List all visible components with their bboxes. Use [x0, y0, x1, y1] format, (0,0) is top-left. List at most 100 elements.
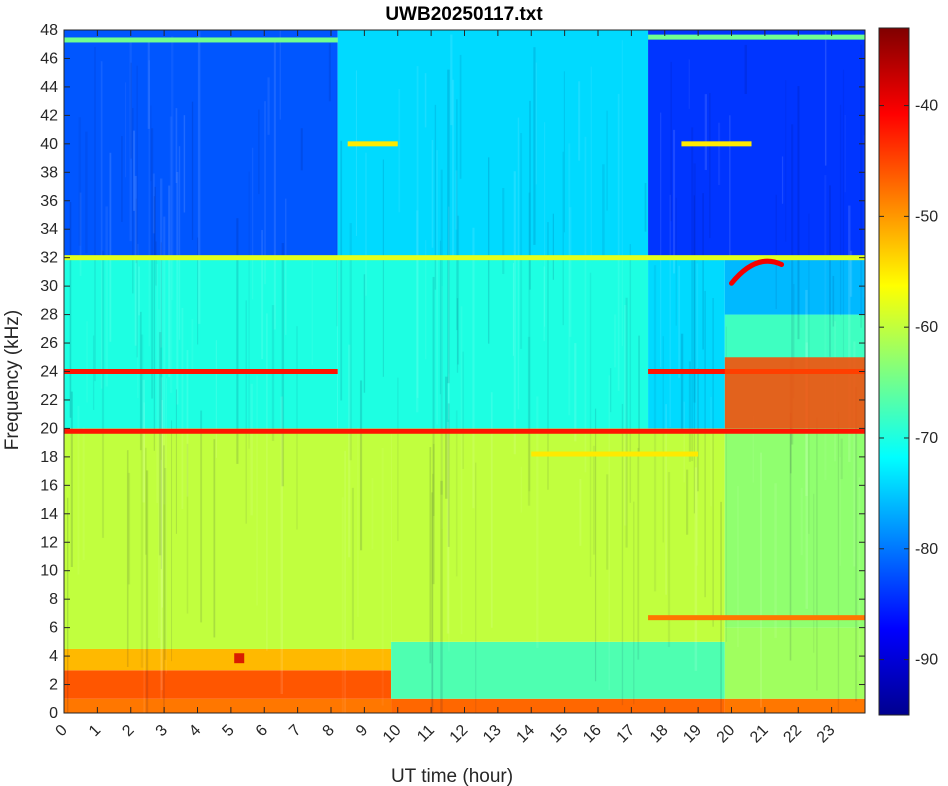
texture-streak — [186, 443, 189, 614]
texture-streak — [472, 227, 475, 509]
texture-streak — [105, 206, 108, 387]
texture-streak — [434, 104, 437, 290]
texture-streak — [517, 117, 520, 410]
texture-streak — [569, 207, 572, 337]
texture-streak — [197, 237, 199, 345]
texture-streak — [183, 115, 186, 213]
texture-streak — [710, 396, 712, 507]
texture-streak — [512, 262, 514, 356]
x-tick-label: 4 — [186, 722, 204, 740]
texture-streak — [151, 128, 154, 399]
texture-streak — [487, 157, 490, 344]
colorbar-tick-label: -70 — [915, 430, 938, 447]
texture-streak — [744, 44, 747, 94]
texture-streak — [527, 336, 531, 506]
x-tick-label: 21 — [747, 722, 772, 747]
texture-streak — [562, 151, 564, 326]
texture-streak — [446, 421, 450, 634]
texture-streak — [158, 332, 162, 556]
texture-streak — [431, 139, 434, 248]
texture-streak — [135, 198, 137, 264]
texture-streak — [164, 467, 167, 660]
texture-streak — [625, 297, 628, 548]
texture-streak — [86, 321, 88, 403]
texture-streak — [529, 100, 531, 290]
colorbar-tick-label: -90 — [915, 652, 938, 669]
texture-streak — [592, 445, 596, 555]
texture-streak — [791, 124, 794, 445]
x-tick-label: 14 — [513, 722, 538, 747]
x-tick-label: 6 — [253, 722, 271, 740]
x-tick-label: 18 — [647, 722, 672, 747]
texture-streak — [680, 333, 684, 431]
texture-streak — [82, 427, 85, 561]
texture-streak — [621, 403, 624, 706]
texture-streak — [154, 186, 156, 258]
texture-streak — [606, 474, 609, 570]
texture-streak — [281, 242, 285, 487]
texture-streak — [382, 159, 384, 377]
x-tick-label: 0 — [53, 722, 71, 740]
texture-streak — [344, 450, 346, 713]
texture-streak — [165, 378, 167, 674]
texture-streak — [459, 54, 462, 179]
texture-streak — [381, 448, 384, 706]
colorbar-gradient — [878, 27, 910, 716]
texture-streak — [236, 218, 239, 464]
texture-streak — [349, 223, 352, 461]
spectrogram-region — [648, 30, 865, 258]
texture-streak — [858, 477, 861, 671]
texture-streak — [704, 94, 707, 170]
texture-streak — [816, 417, 818, 691]
y-tick-label: 20 — [40, 420, 58, 437]
colorbar-tick-label: -40 — [915, 98, 938, 115]
texture-streak — [760, 452, 762, 708]
texture-streak — [357, 426, 359, 618]
texture-streak — [285, 198, 287, 335]
texture-streak — [296, 326, 298, 530]
y-tick-label: 2 — [49, 677, 58, 694]
y-tick-label: 38 — [40, 164, 58, 181]
texture-streak — [520, 466, 523, 513]
texture-streak — [853, 341, 856, 567]
texture-streak — [348, 344, 351, 558]
texture-streak — [171, 36, 174, 301]
chart-title: UWB20250117.txt — [385, 4, 543, 25]
texture-streak — [142, 379, 145, 503]
texture-streak — [140, 334, 144, 668]
texture-streak — [440, 480, 443, 713]
texture-streak — [416, 66, 419, 398]
texture-streak — [191, 319, 194, 370]
texture-streak — [813, 493, 815, 653]
spectrogram-region — [648, 257, 725, 429]
x-tick-label: 17 — [614, 722, 639, 747]
texture-streak — [855, 386, 858, 702]
texture-streak — [584, 136, 587, 473]
texture-streak — [355, 70, 357, 236]
emission-arc — [729, 258, 785, 286]
texture-streak — [490, 392, 493, 628]
texture-streak — [667, 472, 671, 648]
spectrogram-region — [64, 698, 392, 713]
texture-streak — [824, 175, 827, 481]
texture-streak — [267, 77, 270, 135]
texture-streak — [712, 298, 714, 627]
texture-streak — [785, 80, 787, 242]
texture-streak — [213, 439, 216, 638]
texture-streak — [789, 360, 792, 661]
x-tick-label: 2 — [119, 722, 137, 740]
spectrogram-region — [64, 670, 392, 699]
texture-streak — [125, 82, 127, 178]
texture-streak — [528, 192, 531, 492]
y-tick-label: 8 — [49, 591, 58, 608]
texture-streak — [536, 396, 539, 649]
x-tick-label: 12 — [447, 722, 472, 747]
x-tick-label: 19 — [680, 722, 705, 747]
texture-streak — [143, 402, 145, 713]
texture-streak — [145, 470, 149, 713]
texture-streak — [148, 60, 150, 347]
spectrogram-region — [64, 428, 392, 649]
texture-streak — [637, 447, 640, 660]
texture-streak — [590, 66, 592, 257]
spectrogram-region — [724, 428, 865, 628]
